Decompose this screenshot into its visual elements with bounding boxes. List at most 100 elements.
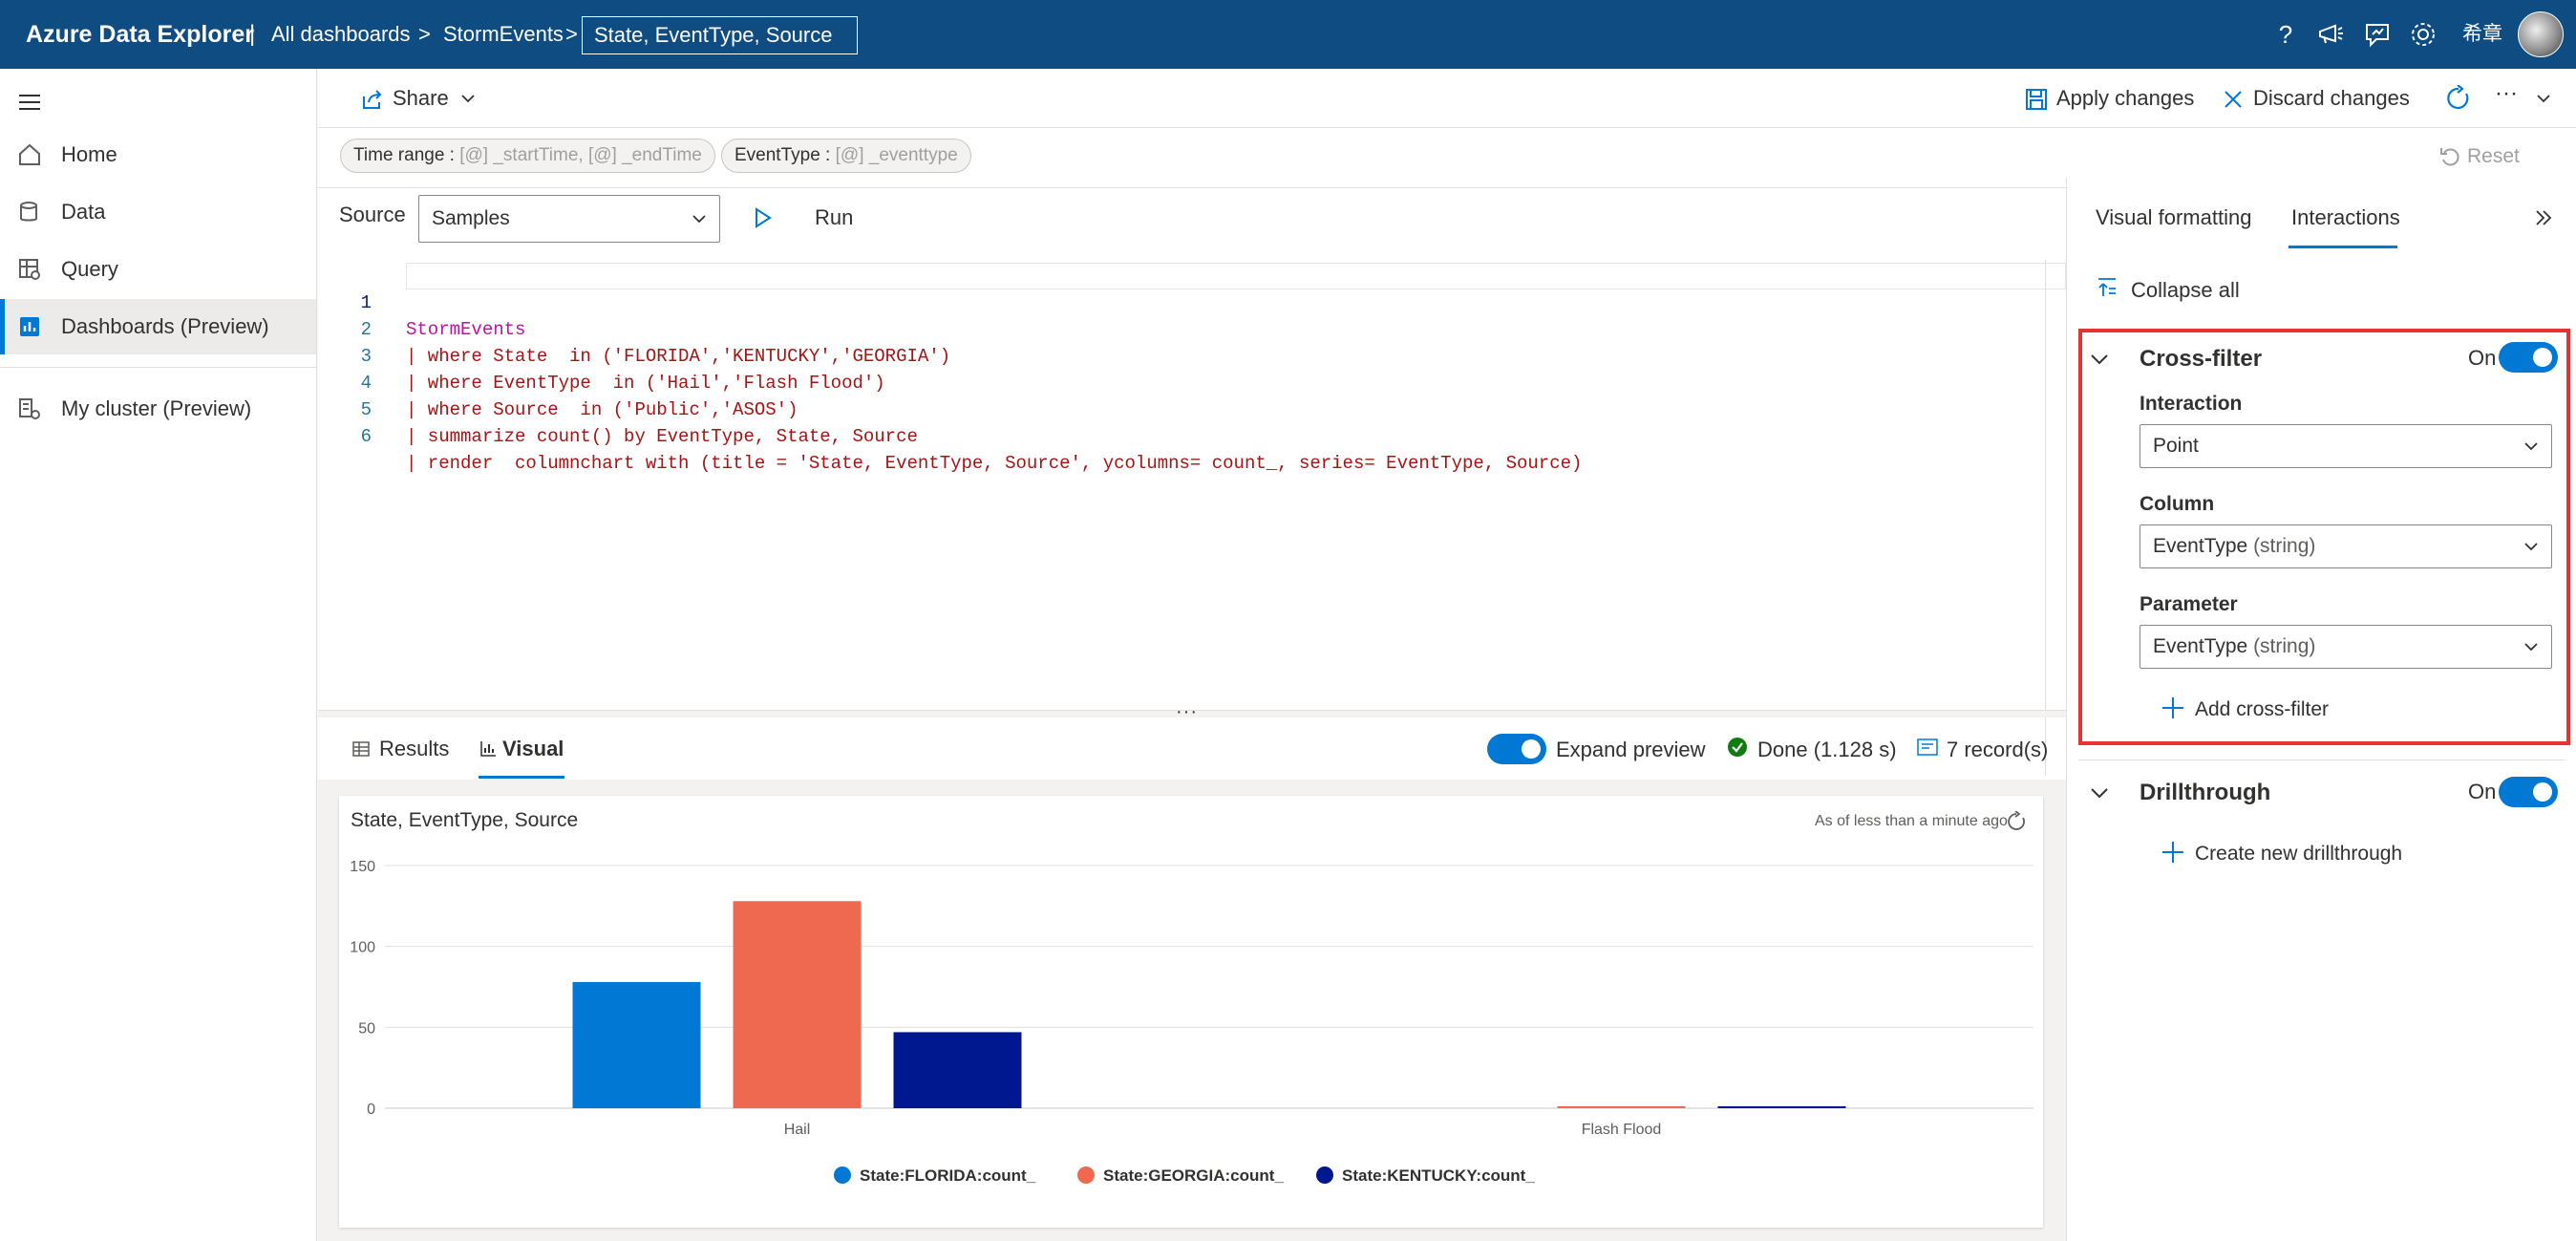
line-number: 4 bbox=[360, 373, 372, 394]
discard-changes-button[interactable]: Discard changes bbox=[2221, 69, 2410, 128]
editor-scrollbar-track[interactable] bbox=[2045, 260, 2046, 776]
more-options-button[interactable]: ··· bbox=[2495, 80, 2518, 106]
source-value: Samples bbox=[432, 207, 510, 229]
active-tab-indicator bbox=[479, 776, 564, 779]
legend-item[interactable]: State:KENTUCKY:count_ bbox=[1342, 1166, 1535, 1185]
code-line: 2 | where State in ('FLORIDA','KENTUCKY'… bbox=[318, 289, 2066, 367]
column-dropdown[interactable]: EventType (string) bbox=[2140, 524, 2552, 568]
chevron-down-icon[interactable] bbox=[2089, 782, 2110, 803]
data-icon bbox=[17, 200, 42, 225]
code-line: 5 | summarize count() by EventType, Stat… bbox=[318, 370, 2066, 447]
pane-splitter[interactable] bbox=[318, 710, 2066, 717]
add-crossfilter-button[interactable]: Add cross-filter bbox=[2195, 698, 2330, 720]
x-tick-label: Hail bbox=[784, 1122, 811, 1138]
feedback-icon[interactable] bbox=[2363, 20, 2392, 49]
share-button[interactable]: Share bbox=[360, 69, 475, 128]
sidebar-item-home[interactable]: Home bbox=[0, 127, 316, 182]
crossfilter-toggle[interactable] bbox=[2499, 342, 2558, 373]
expand-preview-toggle[interactable] bbox=[1487, 734, 1546, 764]
y-tick-label: 100 bbox=[350, 940, 375, 956]
sidebar-item-my-cluster[interactable]: My cluster (Preview) bbox=[0, 381, 316, 437]
legend-item[interactable]: State:FLORIDA:count_ bbox=[860, 1166, 1036, 1185]
sidebar: Home Data Query Dashboards (Preview) My … bbox=[0, 69, 317, 1241]
chevron-down-icon[interactable] bbox=[2089, 349, 2110, 370]
interaction-dropdown[interactable]: Point bbox=[2140, 424, 2552, 468]
help-icon[interactable]: ? bbox=[2271, 20, 2300, 49]
parameter-dropdown[interactable]: EventType (string) bbox=[2140, 625, 2552, 669]
collapse-all-icon bbox=[2096, 276, 2118, 299]
y-tick-label: 0 bbox=[367, 1102, 375, 1118]
apply-changes-label: Apply changes bbox=[2056, 86, 2195, 110]
parameter-value: EventType bbox=[2153, 635, 2248, 657]
legend-marker bbox=[1077, 1166, 1095, 1184]
app-title[interactable]: Azure Data Explorer bbox=[26, 21, 254, 48]
sidebar-item-label: Query bbox=[61, 257, 118, 281]
add-icon bbox=[2161, 695, 2185, 720]
column-label: Column bbox=[2140, 493, 2215, 515]
sidebar-item-dashboards[interactable]: Dashboards (Preview) bbox=[0, 299, 316, 354]
sidebar-item-label: Data bbox=[61, 200, 106, 224]
refresh-icon[interactable] bbox=[2445, 85, 2472, 112]
event-type-parameter[interactable]: EventType : [@] _eventtype bbox=[721, 139, 971, 173]
reset-button[interactable]: Reset bbox=[2440, 142, 2520, 171]
legend-item[interactable]: State:GEORGIA:count_ bbox=[1103, 1166, 1284, 1185]
splitter-handle-icon[interactable]: ··· bbox=[1176, 701, 1198, 722]
tab-visual-label: Visual bbox=[502, 737, 564, 760]
tab-visual-formatting[interactable]: Visual formatting bbox=[2096, 205, 2252, 229]
tab-results[interactable]: Results bbox=[352, 722, 449, 776]
as-of-timestamp: As of less than a minute ago bbox=[1815, 813, 2008, 829]
divider bbox=[318, 187, 2066, 188]
add-icon bbox=[2161, 840, 2185, 865]
breadcrumb-dashboard[interactable]: StormEvents bbox=[443, 22, 564, 46]
line-number: 1 bbox=[360, 292, 372, 313]
create-drillthrough-button[interactable]: Create new drillthrough bbox=[2195, 843, 2403, 865]
tile-name-box[interactable]: State, EventType, Source bbox=[582, 16, 858, 54]
code-text: | where EventType in ('Hail','Flash Floo… bbox=[406, 373, 885, 394]
hamburger-menu-icon[interactable] bbox=[17, 90, 42, 115]
bar[interactable] bbox=[733, 901, 862, 1108]
tab-interactions[interactable]: Interactions bbox=[2291, 205, 2400, 229]
chevron-down-icon bbox=[2523, 438, 2540, 455]
announcement-icon[interactable] bbox=[2316, 20, 2345, 49]
chevron-down-icon[interactable] bbox=[2535, 90, 2552, 107]
line-number: 3 bbox=[360, 346, 372, 367]
share-label: Share bbox=[393, 86, 449, 110]
bar[interactable] bbox=[1557, 1106, 1686, 1108]
code-line: 6 | render columnchart with (title = 'St… bbox=[318, 396, 2066, 474]
sidebar-item-data[interactable]: Data bbox=[0, 184, 316, 240]
avatar[interactable] bbox=[2518, 11, 2564, 57]
tab-visual[interactable]: Visual bbox=[479, 722, 564, 776]
double-chevron-right-icon[interactable] bbox=[2533, 207, 2554, 228]
bar[interactable] bbox=[893, 1032, 1022, 1108]
run-icon[interactable] bbox=[751, 206, 774, 229]
settings-icon[interactable] bbox=[2409, 20, 2438, 49]
code-text: | where Source in ('Public','ASOS') bbox=[406, 399, 798, 420]
user-name[interactable]: 希章 bbox=[2462, 23, 2502, 45]
table-icon bbox=[352, 740, 370, 758]
interaction-label: Interaction bbox=[2140, 393, 2243, 415]
chart-card: State, EventType, Source As of less than… bbox=[339, 796, 2043, 1228]
properties-panel: Visual formatting Interactions Collapse … bbox=[2066, 178, 2576, 1241]
drillthrough-toggle[interactable] bbox=[2499, 777, 2558, 807]
breadcrumb-all-dashboards[interactable]: All dashboards bbox=[271, 22, 411, 46]
line-number: 6 bbox=[360, 426, 372, 447]
parameter-type-hint: (string) bbox=[2247, 635, 2316, 657]
parameter-label: Parameter bbox=[2140, 593, 2238, 615]
svg-text:?: ? bbox=[2279, 20, 2292, 49]
refresh-tile-icon[interactable] bbox=[2006, 811, 2027, 832]
column-chart[interactable]: 0 50 100 150 Hail Flash Flood State:FLORIDA:co… bbox=[339, 834, 2043, 1228]
line-number: 2 bbox=[360, 319, 372, 340]
time-range-parameter[interactable]: Time range : [@] _startTime, [@] _endTim… bbox=[340, 139, 715, 173]
chart-icon bbox=[479, 740, 497, 758]
query-editor[interactable]: 1 StormEvents 2 | where State in ('FLORI… bbox=[318, 260, 2066, 776]
source-dropdown[interactable]: Samples bbox=[418, 195, 720, 243]
column-value: EventType bbox=[2153, 535, 2248, 557]
bar[interactable] bbox=[572, 981, 701, 1108]
sidebar-item-label: My cluster (Preview) bbox=[61, 396, 252, 420]
run-button[interactable]: Run bbox=[815, 205, 854, 229]
collapse-all-button[interactable]: Collapse all bbox=[2131, 278, 2240, 302]
active-tab-indicator bbox=[2289, 246, 2397, 248]
bar[interactable] bbox=[1717, 1106, 1846, 1108]
sidebar-item-query[interactable]: Query bbox=[0, 242, 316, 297]
apply-changes-button[interactable]: Apply changes bbox=[2024, 69, 2194, 128]
